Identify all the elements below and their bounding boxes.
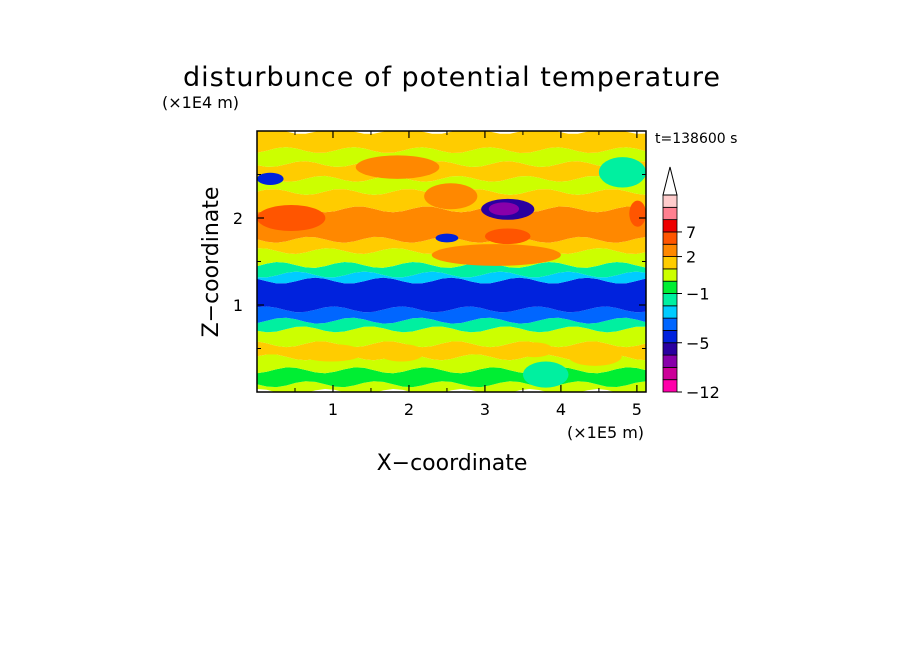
x-tick-label: 2: [404, 400, 414, 419]
colorbar-swatch: [662, 256, 678, 270]
colorbar-swatch: [662, 243, 678, 257]
x-axis-label: X−coordinate: [377, 451, 528, 476]
chart-title: disturbunce of potential temperature: [183, 62, 721, 93]
x-tick-label: 3: [480, 400, 490, 419]
contour-band: [257, 147, 646, 167]
contour-band: [257, 317, 646, 333]
contour-feature: [257, 204, 326, 232]
contour-feature: [378, 344, 425, 362]
contour-band: [257, 306, 646, 324]
contour-feature: [424, 183, 478, 210]
colorbar-extend-arrow: [662, 166, 678, 196]
contour-feature: [257, 172, 284, 185]
colorbar-swatch: [662, 194, 678, 208]
contour-band: [257, 131, 646, 153]
y-tick-label: 2: [233, 209, 243, 228]
contour-band: [257, 271, 646, 284]
colorbar-tick-label: 2: [686, 248, 696, 267]
colorbar-swatch: [662, 354, 678, 368]
contour-band: [257, 277, 646, 313]
colorbar-swatch: [662, 330, 678, 344]
colorbar-swatch: [662, 379, 678, 393]
time-label: t=138600 s: [655, 131, 737, 147]
contour-feature: [298, 344, 364, 362]
contour-feature: [484, 228, 531, 245]
contour-feature: [325, 209, 387, 236]
contour-feature: [435, 233, 459, 243]
colorbar-tick-label: −1: [686, 285, 710, 304]
y-unit-label: (×1E4 m): [162, 93, 239, 112]
colorbar-tick-label: −5: [686, 334, 710, 353]
contour-band: [257, 262, 646, 278]
plot-area: [257, 131, 646, 392]
y-axis-label: Z−coordinate: [199, 187, 224, 338]
colorbar-swatch: [662, 317, 678, 331]
x-axis: 1 2 3 4 5: [294, 131, 642, 419]
contour-feature: [629, 200, 646, 227]
contour-feature: [431, 244, 561, 266]
y-tick-label: 1: [233, 296, 243, 315]
contour-band: [257, 326, 646, 348]
contour-band: [257, 161, 646, 182]
contour-feature: [598, 157, 646, 188]
y-axis: 12: [233, 174, 646, 349]
colorbar-swatch: [662, 231, 678, 245]
contour-feature: [515, 342, 554, 358]
colorbar-tick-label: 7: [686, 223, 696, 242]
colorbar-swatch: [662, 293, 678, 307]
contour-band: [257, 381, 646, 392]
x-unit-label: (×1E5 m): [567, 423, 644, 442]
colorbar-swatch: [662, 280, 678, 294]
colorbar-swatch: [662, 342, 678, 356]
colorbar-swatch: [662, 305, 678, 319]
colorbar-tick-label: −12: [686, 383, 720, 402]
colorbar-swatch: [662, 206, 678, 221]
x-tick-label: 4: [556, 400, 566, 419]
colorbar: −12−5−127: [662, 166, 720, 402]
contour-feature: [488, 202, 520, 216]
x-tick-label: 1: [328, 400, 338, 419]
colorbar-swatch: [662, 219, 678, 233]
x-tick-label: 5: [632, 400, 642, 419]
colorbar-swatch: [662, 268, 678, 282]
contour-feature: [568, 346, 622, 366]
colorbar-swatch: [662, 366, 678, 381]
contour-features: [257, 155, 646, 388]
contour-feature: [355, 155, 440, 179]
contour-feature: [522, 361, 569, 388]
